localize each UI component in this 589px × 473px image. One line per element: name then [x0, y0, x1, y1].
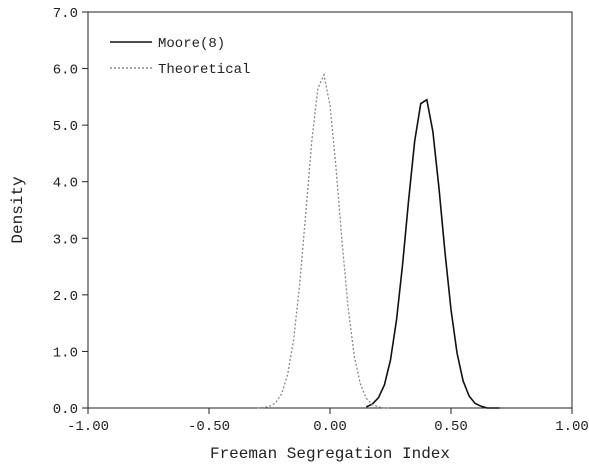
y-tick-label: 6.0 — [53, 63, 78, 79]
y-tick-label: 0.0 — [53, 402, 78, 418]
y-tick-label: 3.0 — [53, 232, 78, 248]
y-axis-label: Density — [9, 176, 27, 244]
x-axis-label: Freeman Segregation Index — [210, 445, 450, 463]
y-tick-label: 1.0 — [53, 345, 78, 361]
series-line — [257, 72, 391, 409]
y-tick-label: 5.0 — [53, 119, 78, 135]
series-line — [365, 98, 500, 409]
x-tick-label: 0.50 — [434, 419, 468, 435]
y-tick-label: 2.0 — [53, 289, 78, 305]
x-tick-label: 0.00 — [313, 419, 347, 435]
x-tick-label: -0.50 — [188, 419, 230, 435]
x-tick-label: 1.00 — [555, 419, 589, 435]
y-tick-label: 4.0 — [53, 176, 78, 192]
y-tick-label: 7.0 — [53, 6, 78, 22]
x-tick-label: -1.00 — [67, 419, 109, 435]
legend-label: Theoretical — [158, 62, 250, 78]
legend-label: Moore(8) — [158, 36, 225, 52]
